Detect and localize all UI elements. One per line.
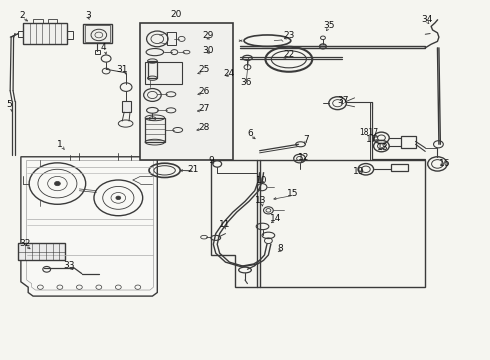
Text: 4: 4 <box>101 43 106 52</box>
Circle shape <box>116 196 121 200</box>
Text: 1: 1 <box>57 140 63 149</box>
Text: 15: 15 <box>287 189 298 198</box>
Text: 14: 14 <box>270 214 281 223</box>
Circle shape <box>319 44 326 49</box>
Text: 5: 5 <box>6 100 12 109</box>
Text: 35: 35 <box>323 21 335 30</box>
Text: 32: 32 <box>19 239 30 248</box>
Text: 22: 22 <box>283 50 294 59</box>
Text: 23: 23 <box>283 31 294 40</box>
Text: 18: 18 <box>377 143 388 152</box>
FancyBboxPatch shape <box>83 23 112 43</box>
Text: 31: 31 <box>117 65 128 74</box>
Text: 12: 12 <box>298 153 309 162</box>
Text: 34: 34 <box>421 15 432 24</box>
Text: 21: 21 <box>187 165 198 174</box>
Text: 29: 29 <box>203 31 214 40</box>
Text: 36: 36 <box>240 78 252 87</box>
FancyBboxPatch shape <box>140 23 233 160</box>
Text: 20: 20 <box>170 10 181 19</box>
Circle shape <box>54 181 60 186</box>
Text: 37: 37 <box>338 96 349 105</box>
Text: 10: 10 <box>256 176 268 185</box>
Text: 6: 6 <box>247 129 253 138</box>
Polygon shape <box>21 157 157 296</box>
Text: 3: 3 <box>85 11 91 20</box>
Text: 33: 33 <box>63 261 74 270</box>
Text: 27: 27 <box>198 104 209 113</box>
Text: 17: 17 <box>366 135 377 144</box>
FancyBboxPatch shape <box>122 102 131 112</box>
FancyBboxPatch shape <box>24 23 67 44</box>
Text: 9: 9 <box>208 156 214 165</box>
Text: 28: 28 <box>198 123 209 132</box>
Text: 13: 13 <box>255 196 267 205</box>
Text: 2: 2 <box>19 11 24 20</box>
Text: 30: 30 <box>203 46 214 55</box>
FancyBboxPatch shape <box>19 243 65 260</box>
Text: 1817: 1817 <box>360 129 379 138</box>
Text: 24: 24 <box>224 69 235 78</box>
Text: 19: 19 <box>353 167 364 176</box>
Text: 25: 25 <box>198 66 209 75</box>
Text: 7: 7 <box>303 135 309 144</box>
Text: 8: 8 <box>278 244 283 253</box>
Text: 16: 16 <box>439 159 450 168</box>
Text: 11: 11 <box>219 220 230 229</box>
Text: 26: 26 <box>198 87 209 96</box>
